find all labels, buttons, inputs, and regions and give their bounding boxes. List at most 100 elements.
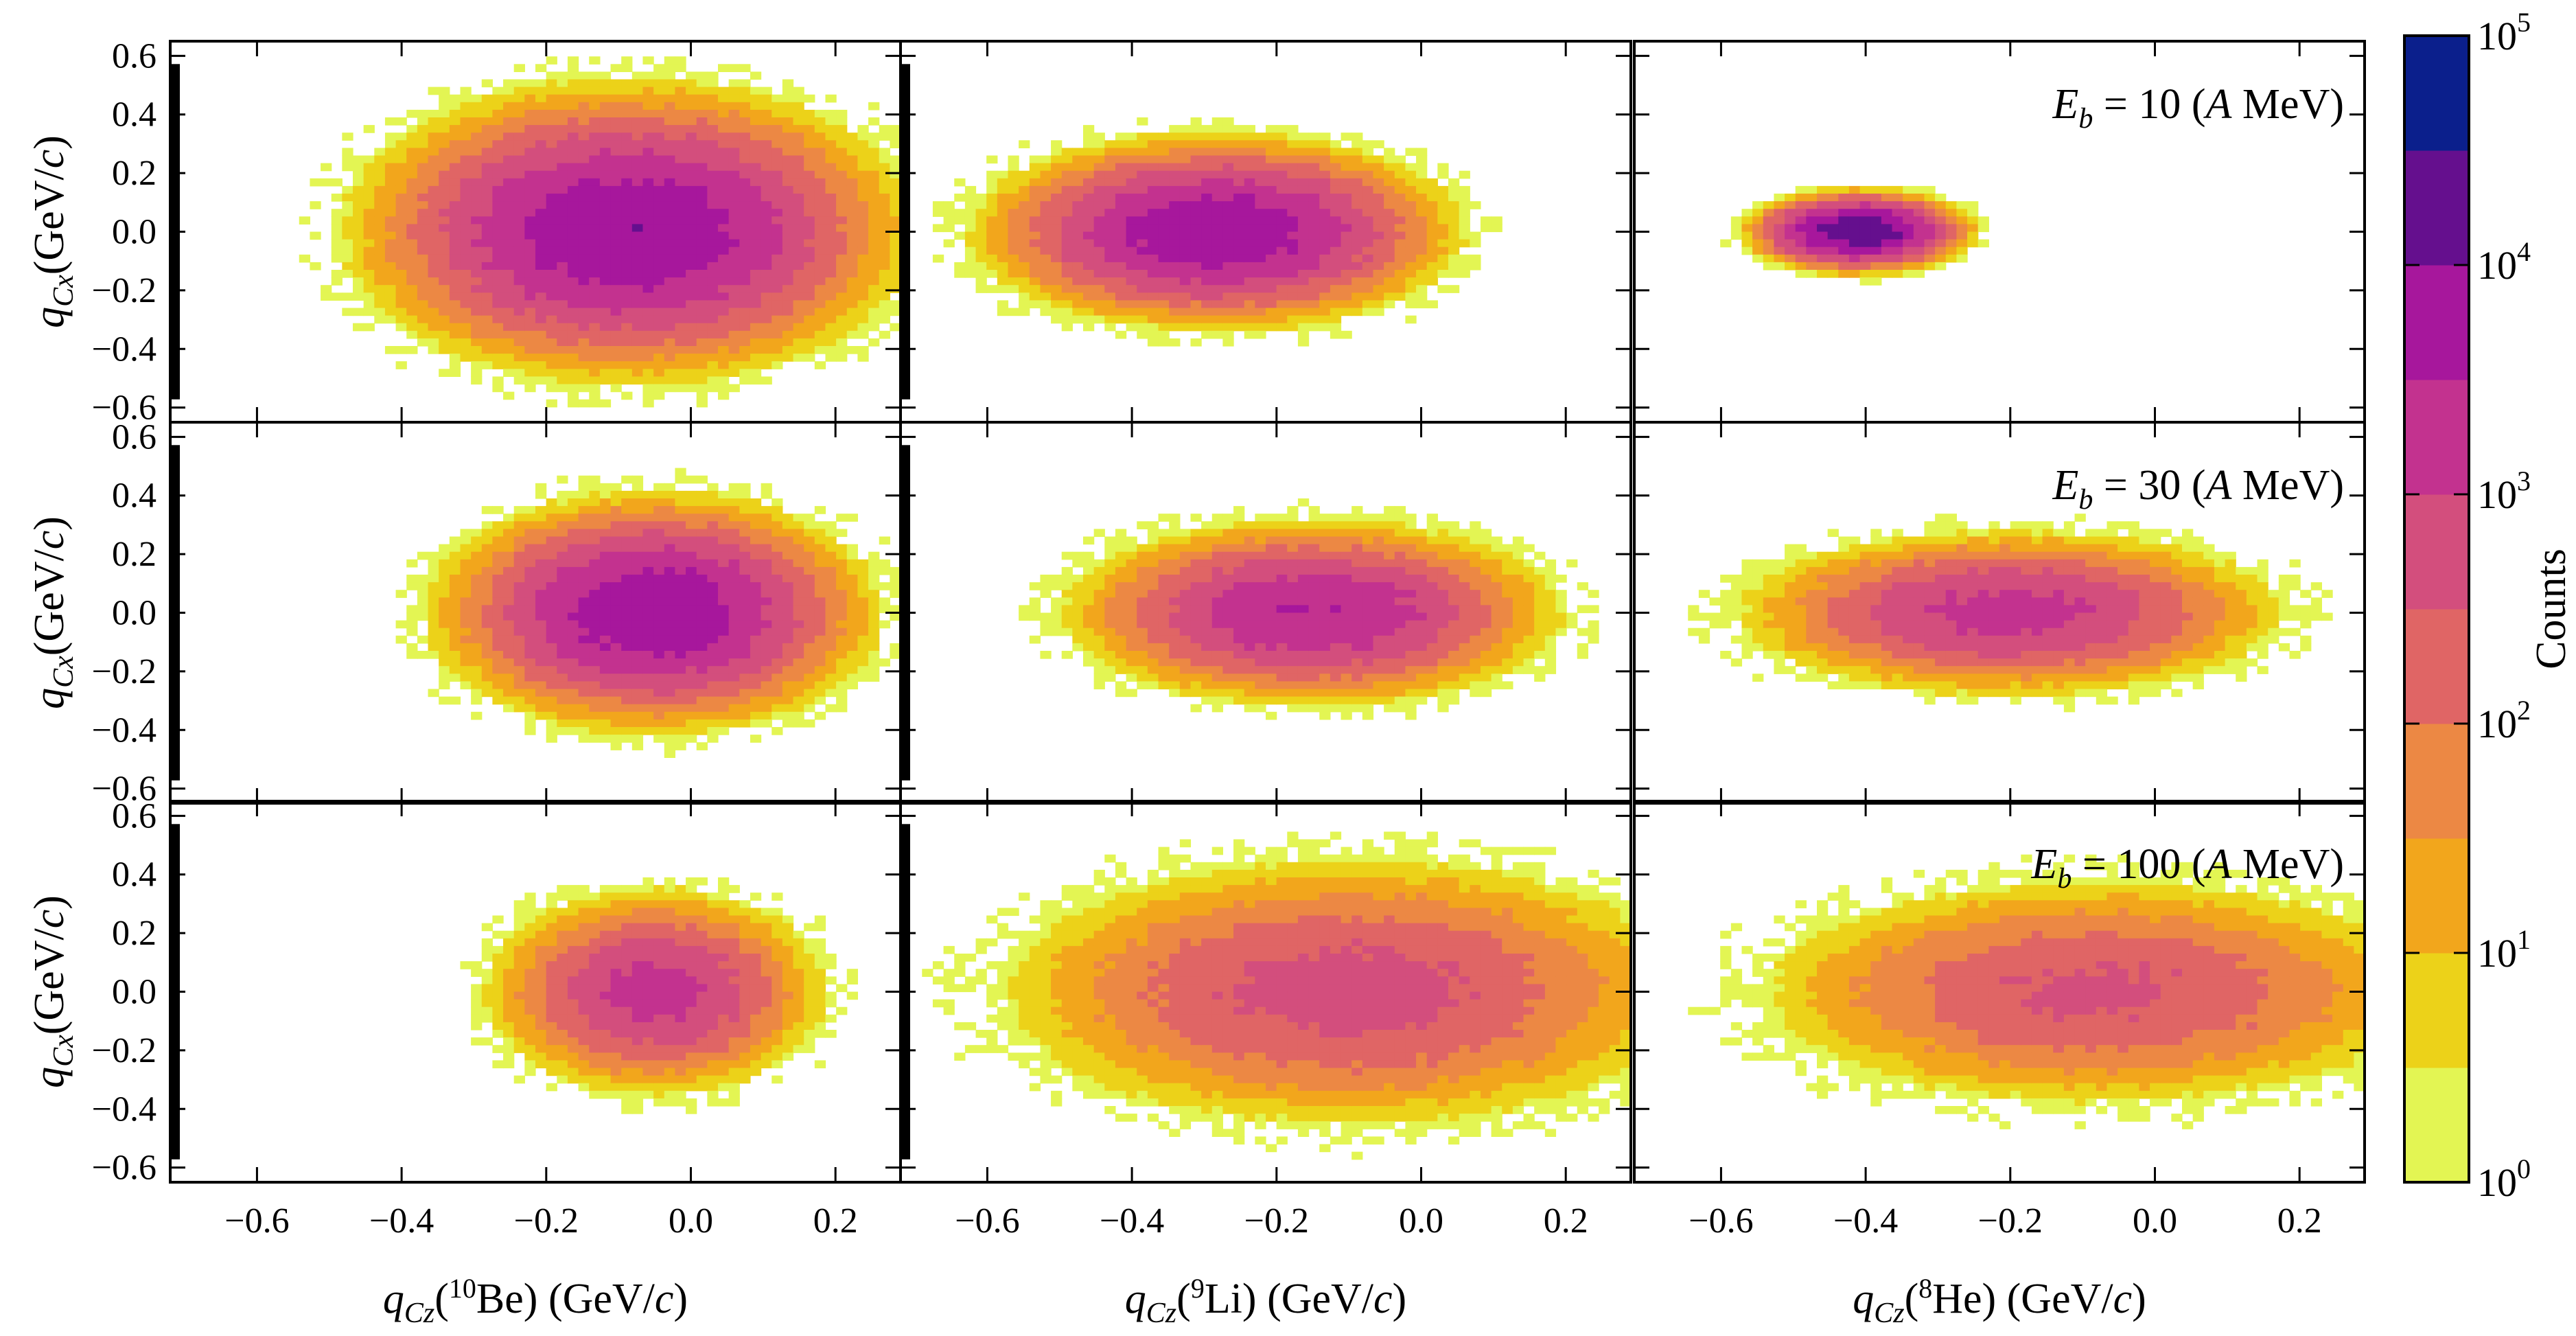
heatmap-cell (1211, 292, 1224, 301)
heatmap-cell (631, 346, 644, 354)
heatmap-cell (524, 178, 536, 187)
heatmap-cell (814, 170, 826, 179)
heatmap-cell (1190, 597, 1202, 606)
heatmap-cell (793, 285, 804, 293)
heatmap-cell (1179, 239, 1192, 248)
heatmap-cell (1201, 239, 1213, 248)
heatmap-cell (1104, 620, 1116, 629)
heatmap-cell (557, 79, 568, 88)
heatmap-cell (1297, 330, 1310, 339)
heatmap-cell (513, 79, 525, 88)
heatmap-cell (471, 346, 483, 354)
heatmap-cell (696, 742, 708, 750)
heatmap-cell (610, 178, 622, 187)
heatmap-cell (750, 627, 762, 636)
heatmap-cell (1384, 277, 1395, 286)
heatmap-cell (890, 590, 901, 598)
heatmap-cell (1892, 231, 1903, 240)
heatmap-cell (782, 102, 794, 111)
heatmap-cell (1913, 216, 1925, 224)
heatmap-cell (1137, 224, 1148, 233)
heatmap-cell (631, 711, 644, 720)
heatmap-cell (1276, 544, 1288, 553)
heatmap-cell (1115, 209, 1127, 217)
heatmap-cell (1244, 163, 1255, 172)
heatmap-cell (793, 704, 804, 713)
heatmap-cell (439, 582, 450, 590)
heatmap-cell (1158, 330, 1170, 339)
heatmap-cell (782, 224, 794, 233)
heatmap-cell (771, 194, 783, 202)
heatmap-cell (750, 566, 762, 575)
heatmap-cell (1211, 254, 1224, 263)
heatmap-cell (836, 627, 848, 636)
heatmap-cell (589, 643, 601, 652)
heatmap-cell (675, 544, 686, 553)
heatmap-cell (857, 666, 869, 674)
heatmap-cell (449, 117, 461, 126)
heatmap-cell (1266, 559, 1277, 568)
heatmap-cell (750, 285, 762, 293)
heatmap-cell (739, 490, 751, 499)
heatmap-cell (1008, 308, 1019, 316)
heatmap-cell (1093, 170, 1105, 179)
heatmap-cell (1093, 209, 1105, 217)
heatmap-cell (492, 109, 504, 118)
heatmap-cell (535, 109, 547, 118)
heatmap-cell (1137, 590, 1148, 598)
heatmap-cell (653, 148, 665, 157)
heatmap-cell (1459, 209, 1470, 217)
heatmap-cell (460, 590, 472, 598)
heatmap-cell (1255, 178, 1266, 187)
heatmap-cell (567, 346, 579, 354)
heatmap-cell (589, 658, 601, 667)
heatmap-cell (675, 292, 686, 301)
heatmap-cell (1104, 323, 1116, 332)
heatmap-cell (793, 239, 804, 248)
heatmap-cell (728, 117, 740, 126)
heatmap-cell (513, 109, 525, 118)
heatmap-cell (750, 194, 762, 202)
heatmap-cell (750, 262, 762, 270)
heatmap-cell (1341, 163, 1352, 172)
heatmap-cell (718, 133, 730, 141)
heatmap-cell (1903, 216, 1914, 224)
heatmap-cell (546, 361, 557, 369)
heatmap-cell (1137, 330, 1148, 339)
heatmap-cell (567, 246, 579, 255)
heatmap-cell (513, 216, 525, 224)
heatmap-cell (836, 125, 848, 133)
heatmap-cell (535, 292, 547, 301)
heatmap-cell (1158, 201, 1170, 209)
heatmap-cell (1319, 209, 1331, 217)
heatmap-cell (589, 475, 601, 484)
heatmap-cell (481, 346, 494, 354)
heatmap-cell (535, 575, 547, 583)
heatmap-cell (406, 277, 418, 286)
heatmap-cell (578, 285, 590, 293)
heatmap-cell (868, 209, 880, 217)
heatmap-cell (1276, 658, 1288, 667)
heatmap-cell (750, 590, 762, 598)
heatmap-cell (513, 551, 525, 560)
heatmap-cell (471, 262, 483, 270)
heatmap-cell (1935, 246, 1947, 255)
heatmap-cell (771, 681, 783, 690)
heatmap-cell (739, 551, 751, 560)
heatmap-cell (642, 551, 654, 560)
heatmap-cell (1233, 620, 1245, 629)
heatmap-cell (1179, 224, 1192, 233)
heatmap-cell (1838, 262, 1850, 270)
heatmap-cell (578, 178, 590, 187)
heatmap-cell (342, 194, 353, 202)
heatmap-cell (1437, 216, 1449, 224)
heatmap-cell (471, 239, 483, 248)
heatmap-cell (631, 170, 644, 179)
heatmap-cell (642, 605, 654, 614)
heatmap-cell (1115, 330, 1127, 339)
heatmap-cell (1211, 224, 1224, 233)
heatmap-cell (675, 727, 686, 735)
heatmap-cell (1040, 651, 1052, 659)
heatmap-cell (879, 582, 890, 590)
heatmap-cell (1126, 292, 1137, 301)
